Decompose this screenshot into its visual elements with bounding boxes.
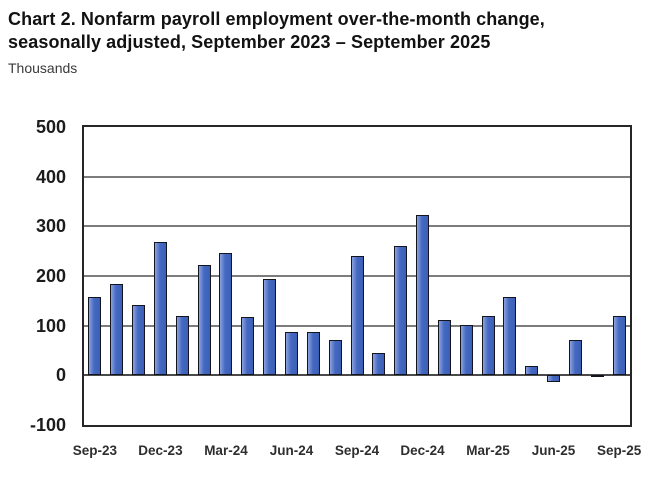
x-axis-tick-label-Sep-24: Sep-24 [334,443,380,458]
bar-Oct-23 [110,283,124,376]
x-axis-tick-label-Sep-25: Sep-25 [596,443,642,458]
x-axis-tick-label-Dec-23: Dec-23 [138,443,183,458]
bar-May-24 [263,279,277,376]
y-axis-tick-label-500: 500 [35,117,66,137]
zero-gridline [84,374,630,377]
bar-Sep-23 [88,296,102,376]
y-axis-tick-label-200: 200 [35,266,66,286]
plot-area [82,125,632,427]
x-axis-tick-label-Dec-24: Dec-24 [400,443,445,458]
x-axis-tick-label-Jun-24: Jun-24 [269,443,314,458]
bar-Jan-24 [175,316,189,376]
gridline-400 [84,175,630,178]
bar-Sep-25 [612,316,626,376]
y-axis-tick-label-300: 300 [35,216,66,237]
y-axis-tick-label--100: -100 [29,415,66,435]
bar-Aug-25 [590,375,604,378]
x-axis-tick-label-Sep-23: Sep-23 [72,443,118,458]
bar-Mar-24 [219,253,233,376]
bar-Sep-24 [350,256,364,376]
x-axis-labels: Sep-23 Dec-23 Mar-24 Jun-24 Sep-24 Dec-24 Mar-… [73,443,641,461]
y-axis-tick-label-100: 100 [35,315,66,336]
bar-Dec-23 [153,241,167,376]
bar-Jun-24 [284,332,298,376]
bar-Aug-24 [328,340,342,376]
bar-Apr-25 [503,296,517,376]
bar-Jul-24 [306,331,320,376]
bar-Jul-25 [568,339,582,376]
bar-Dec-24 [416,214,430,376]
chart-title-line2: seasonally adjusted, September 2023 – Se… [8,32,491,52]
bar-Feb-25 [459,324,473,376]
y-axis-tick-label-400: 400 [35,166,66,187]
bar-Nov-23 [132,304,146,376]
x-axis-tick-label-Jun-25: Jun-25 [531,443,576,458]
bar-Nov-24 [394,245,408,376]
chart-title: Chart 2. Nonfarm payroll employment over… [8,8,545,54]
x-axis-tick-label-Mar-25: Mar-25 [466,443,510,458]
bar-Jan-25 [437,320,451,376]
bar-Jun-25 [547,375,561,382]
y-axis-tick-label-0: 0 [55,365,66,386]
gridline-300 [84,225,630,228]
bar-Mar-25 [481,315,495,376]
bar-May-25 [525,365,539,376]
y-axis-units-label: Thousands [8,60,78,76]
x-axis-tick-label-Mar-24: Mar-24 [204,443,248,458]
y-axis-labels: 500 400 300 200 100 0 -100 [0,117,66,435]
bar-Apr-24 [241,316,255,376]
bar-Feb-24 [197,265,211,376]
bar-Oct-24 [372,353,386,376]
chart-title-line1: Chart 2. Nonfarm payroll employment over… [8,9,545,29]
